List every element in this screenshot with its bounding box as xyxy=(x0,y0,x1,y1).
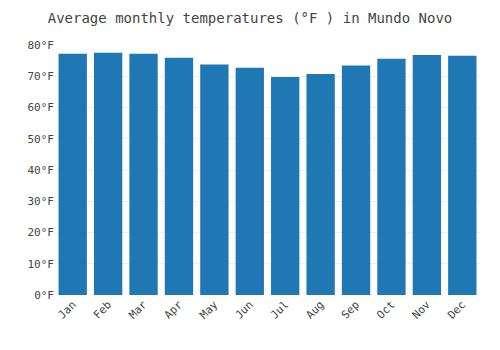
svg-text:Average monthly temperatures (: Average monthly temperatures (°F ) in Mu… xyxy=(48,10,453,26)
svg-text:10°F: 10°F xyxy=(28,258,55,271)
svg-text:Nov: Nov xyxy=(410,298,434,322)
svg-text:Mar: Mar xyxy=(126,298,150,322)
svg-text:Dec: Dec xyxy=(445,298,468,321)
svg-text:Oct: Oct xyxy=(374,298,397,321)
svg-text:Jun: Jun xyxy=(233,298,256,321)
svg-text:Jul: Jul xyxy=(268,298,291,321)
svg-text:Sep: Sep xyxy=(339,298,362,321)
svg-text:Jan: Jan xyxy=(55,298,78,321)
svg-text:0°F: 0°F xyxy=(34,289,54,302)
svg-text:60°F: 60°F xyxy=(28,101,55,114)
svg-text:50°F: 50°F xyxy=(28,133,55,146)
svg-text:Feb: Feb xyxy=(91,298,114,321)
svg-text:40°F: 40°F xyxy=(28,164,55,177)
svg-text:70°F: 70°F xyxy=(28,70,55,83)
svg-text:Apr: Apr xyxy=(162,298,186,322)
svg-text:20°F: 20°F xyxy=(28,226,55,239)
svg-text:Aug: Aug xyxy=(303,298,326,321)
svg-text:30°F: 30°F xyxy=(28,195,55,208)
svg-text:80°F: 80°F xyxy=(28,39,55,52)
svg-text:May: May xyxy=(197,298,221,322)
